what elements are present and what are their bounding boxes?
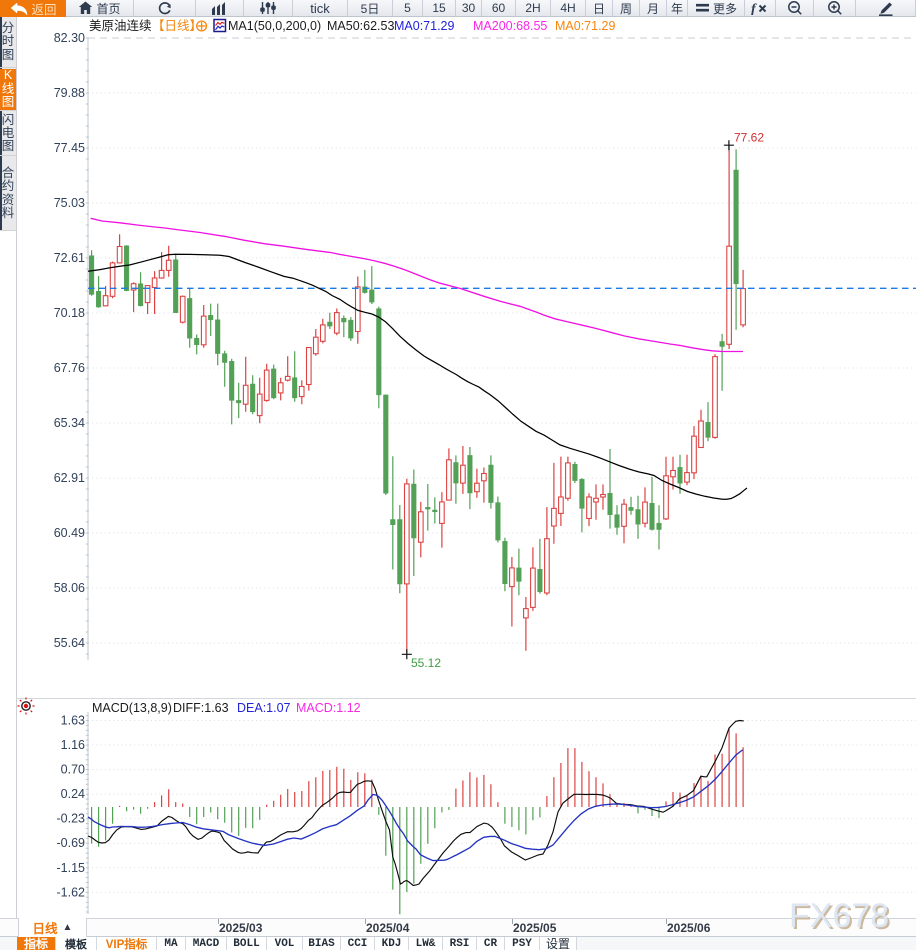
svg-text:美原油连续: 美原油连续 xyxy=(89,18,152,33)
svg-text:MA0:71.29: MA0:71.29 xyxy=(394,19,455,33)
svg-text:MA200:68.55: MA200:68.55 xyxy=(473,19,547,33)
svg-text:0.70: 0.70 xyxy=(61,763,85,777)
svg-text:77.62: 77.62 xyxy=(734,131,764,145)
svg-text:-1.62: -1.62 xyxy=(57,885,86,899)
svg-text:62.91: 62.91 xyxy=(54,471,85,485)
svg-text:MA50:62.53: MA50:62.53 xyxy=(327,19,394,33)
svg-text:1.63: 1.63 xyxy=(61,714,85,728)
svg-text:70.18: 70.18 xyxy=(54,306,85,320)
svg-text:-0.23: -0.23 xyxy=(57,812,86,826)
svg-text:MACD:1.12: MACD:1.12 xyxy=(296,701,361,715)
svg-text:82.30: 82.30 xyxy=(54,31,85,45)
svg-text:58.06: 58.06 xyxy=(54,581,85,595)
svg-text:-1.15: -1.15 xyxy=(57,861,86,875)
svg-text:72.61: 72.61 xyxy=(54,251,85,265)
svg-text:-0.69: -0.69 xyxy=(57,836,86,850)
svg-text:MACD(13,8,9): MACD(13,8,9) xyxy=(92,701,172,715)
svg-text:75.03: 75.03 xyxy=(54,196,85,210)
svg-text:MA1(50,0,200,0): MA1(50,0,200,0) xyxy=(228,19,321,33)
svg-text:77.45: 77.45 xyxy=(54,141,85,155)
svg-text:55.64: 55.64 xyxy=(54,636,85,650)
svg-text:DEA:1.07: DEA:1.07 xyxy=(237,701,291,715)
svg-text:67.76: 67.76 xyxy=(54,361,85,375)
svg-text:【日线】: 【日线】 xyxy=(152,19,202,33)
svg-text:f: f xyxy=(751,2,757,15)
svg-text:65.34: 65.34 xyxy=(54,416,85,430)
svg-text:DIFF:1.63: DIFF:1.63 xyxy=(173,701,229,715)
svg-text:1.16: 1.16 xyxy=(61,738,85,752)
svg-text:55.12: 55.12 xyxy=(411,656,441,670)
svg-text:60.49: 60.49 xyxy=(54,526,85,540)
svg-text:0.24: 0.24 xyxy=(61,787,85,801)
svg-text:79.88: 79.88 xyxy=(54,86,85,100)
svg-text:MA0:71.29: MA0:71.29 xyxy=(555,19,616,33)
